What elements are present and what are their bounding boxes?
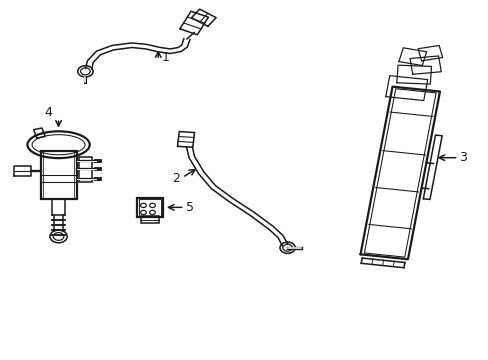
Bar bbox=[138, 199, 161, 216]
Bar bbox=[43, 151, 74, 198]
Bar bbox=[79, 157, 92, 182]
Bar bbox=[140, 216, 159, 224]
Text: 5: 5 bbox=[185, 201, 194, 214]
Text: 1: 1 bbox=[162, 51, 170, 64]
Text: 4: 4 bbox=[44, 107, 52, 120]
Bar bbox=[41, 151, 77, 199]
Text: 3: 3 bbox=[459, 150, 467, 163]
Text: 2: 2 bbox=[171, 172, 179, 185]
Bar bbox=[137, 198, 163, 217]
